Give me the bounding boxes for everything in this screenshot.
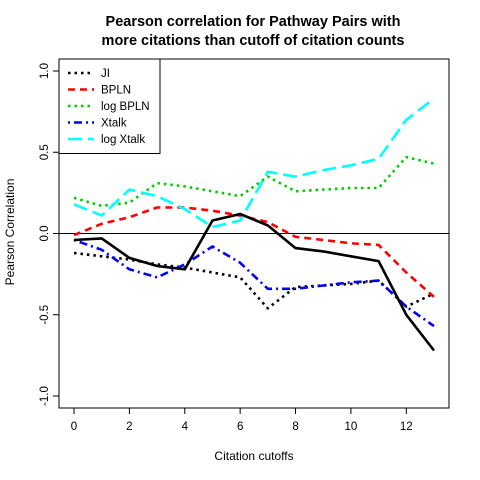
x-tick-label: 2 xyxy=(126,421,132,433)
legend: JI BPLN log BPLN Xtalk log Xtalk xyxy=(58,58,161,154)
x-tick-label: 6 xyxy=(237,421,243,433)
y-axis-label: Pearson Correlation xyxy=(3,179,17,286)
series-line-xtalk xyxy=(73,238,435,328)
series-line-5 xyxy=(73,212,436,352)
series-line-log-xtalk xyxy=(73,97,435,229)
x-tick-label: 0 xyxy=(71,421,77,433)
y-tick-label: 1.0 xyxy=(39,63,51,79)
legend-label: BPLN xyxy=(101,85,131,97)
x-tick-label: 12 xyxy=(400,421,413,433)
x-tick-label: 4 xyxy=(182,421,189,433)
plot-marks xyxy=(59,97,449,352)
x-tick-label: 10 xyxy=(345,421,358,433)
y-tick-label: -1.0 xyxy=(39,386,51,406)
series-line-log-bpln xyxy=(73,155,435,208)
x-axis-label: Citation cutoffs xyxy=(214,449,293,463)
legend-label: log BPLN xyxy=(101,101,150,113)
legend-label: JI xyxy=(101,68,110,80)
legend-label: log Xtalk xyxy=(101,134,145,146)
x-tick-label: 8 xyxy=(292,421,298,433)
chart-title-line-2: more citations than cutoff of citation c… xyxy=(102,33,405,49)
y-tick-label: 0.0 xyxy=(39,226,51,242)
y-tick-label: -0.5 xyxy=(39,305,51,325)
y-tick-label: 0.5 xyxy=(39,144,51,160)
chart-title-line-1: Pearson correlation for Pathway Pairs wi… xyxy=(106,14,401,30)
legend-label: Xtalk xyxy=(101,118,127,130)
